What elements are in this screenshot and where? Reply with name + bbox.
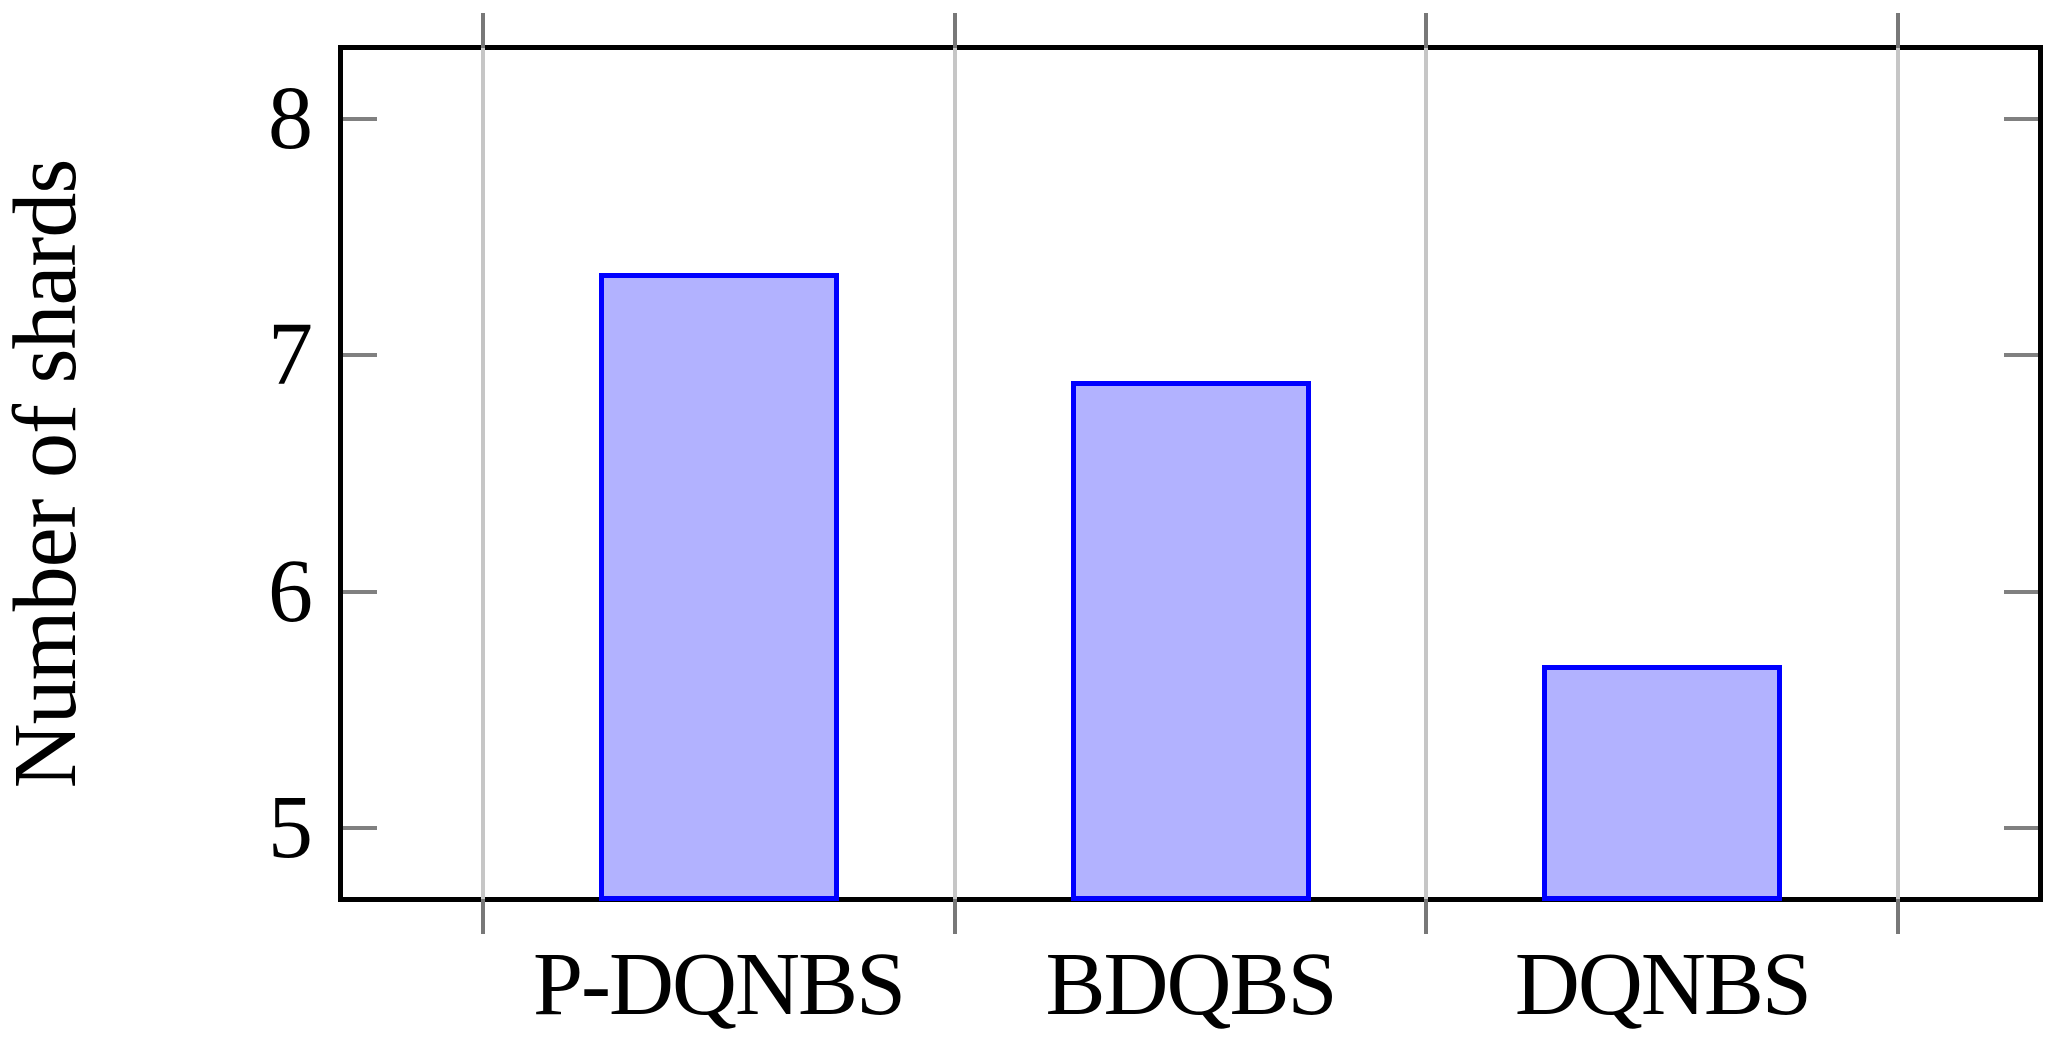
category-label: DQNBS: [1514, 935, 1812, 1034]
y-tick-left: [343, 353, 377, 358]
y-tick-right: [2004, 589, 2038, 594]
y-tick-left: [343, 116, 377, 121]
y-axis-label: Number of shards: [0, 159, 95, 788]
x-tick-extension-top: [1896, 13, 1901, 48]
x-tick-extension-bottom: [480, 899, 485, 934]
y-tick-right: [2004, 826, 2038, 831]
x-gridline: [480, 48, 485, 899]
bar: [1070, 381, 1311, 901]
y-tick-label: 6: [268, 541, 313, 641]
y-tick-label: 8: [268, 68, 313, 168]
x-tick-extension-top: [952, 13, 957, 48]
y-tick-right: [2004, 116, 2038, 121]
category-label: P-DQNBS: [533, 935, 906, 1034]
x-tick-extension-bottom: [952, 899, 957, 934]
y-tick-right: [2004, 353, 2038, 358]
x-tick-extension-bottom: [1424, 899, 1429, 934]
y-tick-label: 5: [268, 778, 313, 878]
x-gridline: [1424, 48, 1429, 899]
x-gridline: [952, 48, 957, 899]
y-tick-label: 7: [268, 305, 313, 405]
bar: [1542, 664, 1783, 901]
x-tick-extension-top: [480, 13, 485, 48]
bar: [598, 272, 839, 901]
x-tick-extension-bottom: [1896, 899, 1901, 934]
x-gridline: [1896, 48, 1901, 899]
category-label: BDQBS: [1045, 935, 1337, 1034]
y-tick-left: [343, 589, 377, 594]
x-tick-extension-top: [1424, 13, 1429, 48]
y-tick-left: [343, 826, 377, 831]
